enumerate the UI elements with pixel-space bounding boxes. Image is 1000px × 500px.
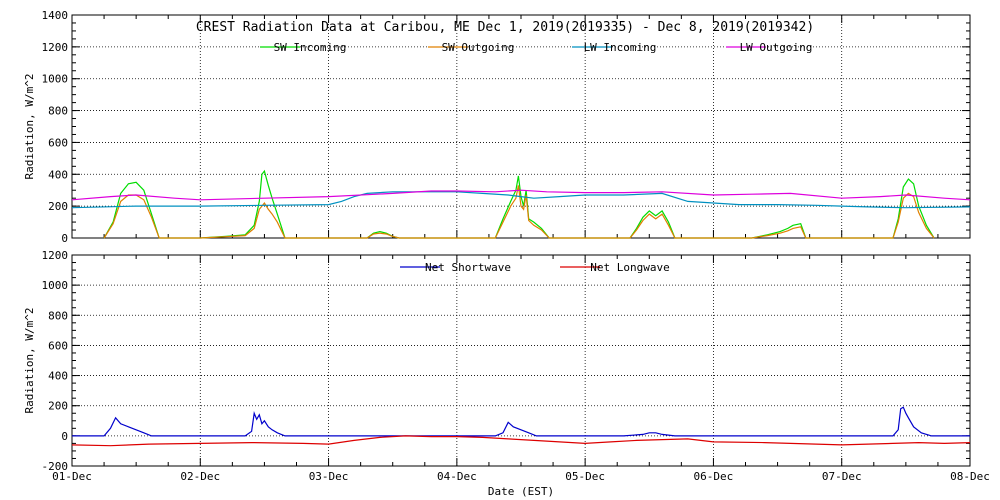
y-axis-label: Radiation, W/m^2	[23, 308, 36, 414]
series-line-lw-outgoing	[71, 189, 971, 201]
x-tick-label: 07-Dec	[822, 470, 862, 483]
legend-entry: Net Shortwave	[425, 261, 511, 274]
y-tick-label: 800	[48, 105, 68, 118]
y-tick-label: 1000	[42, 279, 69, 292]
y-axis-label: Radiation, W/m^2	[23, 74, 36, 180]
y-tick-label: 0	[61, 232, 68, 245]
legend-entry: SW Incoming	[274, 41, 347, 54]
x-axis-label: Date (EST)	[488, 485, 554, 498]
x-tick-label: 03-Dec	[309, 470, 349, 483]
series-line-sw-incoming	[103, 169, 935, 239]
y-tick-label: 400	[48, 370, 68, 383]
y-tick-label: 400	[48, 168, 68, 181]
y-tick-label: 600	[48, 136, 68, 149]
y-tick-label: 1200	[42, 41, 69, 54]
panel-2: -200 0 200 400 600 800 1000 1200 01-Dec 02-Dec 03-…	[23, 249, 990, 498]
x-tick-label: 05-Dec	[565, 470, 605, 483]
x-tick-label: 04-Dec	[437, 470, 477, 483]
plot-frame	[71, 254, 971, 467]
series-line-lw-incoming	[71, 191, 971, 209]
legend-entry: LW Incoming	[584, 41, 657, 54]
y-tick-label: 200	[48, 400, 68, 413]
y-tick-label: 1400	[42, 9, 69, 22]
y-tick-label: 200	[48, 200, 68, 213]
series-line-net-shortwave	[72, 406, 970, 437]
y-tick-label: 800	[48, 309, 68, 322]
x-tick-label: 01-Dec	[52, 470, 92, 483]
y-tick-label: 1200	[42, 249, 69, 262]
y-tick-label: -200	[42, 460, 69, 473]
y-tick-label: 0	[61, 430, 68, 443]
legend-entry: Net Longwave	[590, 261, 669, 274]
panel-1: 0 200 400 600 800 1000 1200 1400 Radiation, W/m^…	[23, 9, 971, 245]
x-tick-label: 02-Dec	[180, 470, 220, 483]
series-line-sw-outgoing	[103, 185, 935, 239]
x-tick-label: 06-Dec	[694, 470, 734, 483]
legend-entry: SW Outgoing	[442, 41, 515, 54]
chart-title: CREST Radiation Data at Caribou, ME Dec …	[196, 20, 814, 35]
series-line-net-longwave	[71, 435, 971, 447]
y-tick-label: 600	[48, 339, 68, 352]
x-tick-label: 08-Dec	[950, 470, 990, 483]
y-tick-label: 1000	[42, 73, 69, 86]
legend-entry: LW Outgoing	[740, 41, 813, 54]
